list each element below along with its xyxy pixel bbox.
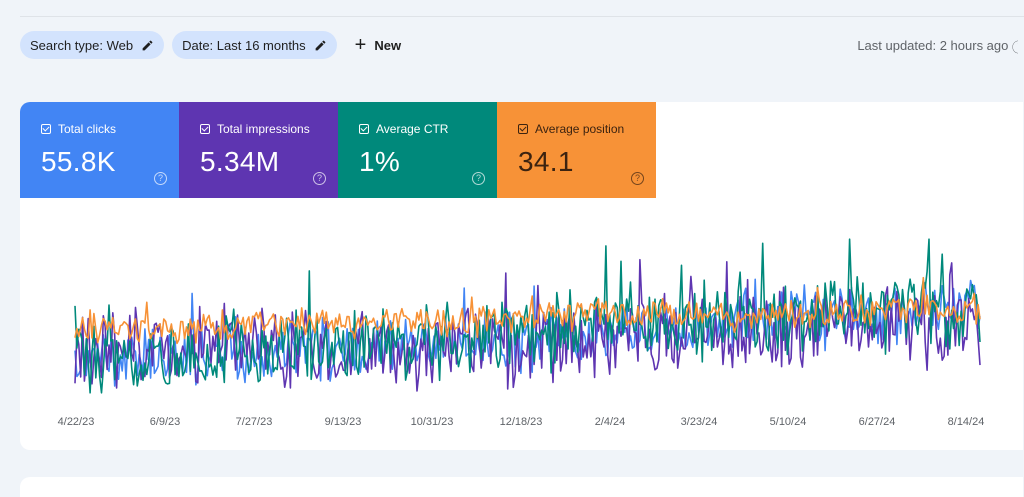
x-tick-label: 5/10/24 xyxy=(770,416,807,428)
x-tick-label: 2/4/24 xyxy=(595,416,626,428)
metric-label: Total clicks xyxy=(58,122,117,136)
top-divider xyxy=(20,16,1024,17)
help-icon[interactable]: ? xyxy=(472,172,485,185)
metric-value: 55.8K xyxy=(41,146,116,177)
date-range-chip[interactable]: Date: Last 16 months xyxy=(172,31,337,59)
x-tick-label: 3/23/24 xyxy=(681,416,718,428)
x-tick-label: 10/31/23 xyxy=(411,416,454,428)
checkbox-checked-icon[interactable] xyxy=(518,124,528,134)
x-tick-label: 9/13/23 xyxy=(325,416,362,428)
performance-card: Total clicks 55.8K ? Total impressions 5… xyxy=(20,102,1023,450)
x-tick-label: 7/27/23 xyxy=(236,416,273,428)
metric-label: Average position xyxy=(535,122,625,136)
search-type-chip[interactable]: Search type: Web xyxy=(20,31,165,59)
metric-average-ctr[interactable]: Average CTR 1% ? xyxy=(338,102,497,198)
x-tick-label: 4/22/23 xyxy=(58,416,95,428)
series-line-3 xyxy=(74,276,981,345)
search-type-label: Search type: Web xyxy=(30,37,134,53)
help-icon[interactable]: ? xyxy=(313,172,326,185)
metric-value: 5.34M xyxy=(200,146,280,177)
metric-total-clicks[interactable]: Total clicks 55.8K ? xyxy=(20,102,179,198)
x-tick-label: 6/27/24 xyxy=(859,416,896,428)
checkbox-checked-icon[interactable] xyxy=(200,124,210,134)
checkbox-checked-icon[interactable] xyxy=(41,124,51,134)
x-tick-label: 6/9/23 xyxy=(150,416,181,428)
performance-line-chart[interactable]: 4/22/23 6/9/23 7/27/23 9/13/23 10/31/23 12/18… xyxy=(20,198,1023,450)
new-filter-label: New xyxy=(374,37,402,53)
new-filter-button[interactable]: + New xyxy=(345,31,411,59)
help-icon[interactable]: ? xyxy=(154,172,167,185)
checkbox-checked-icon[interactable] xyxy=(359,124,369,134)
lower-card xyxy=(20,477,1023,497)
edit-pencil-icon xyxy=(142,40,153,50)
metric-average-position[interactable]: Average position 34.1 ? xyxy=(497,102,656,198)
metric-label: Average CTR xyxy=(376,122,449,136)
edit-pencil-icon xyxy=(315,40,326,50)
last-updated-text: Last updated: 2 hours ago ⓘ xyxy=(857,37,1018,56)
filter-toolbar: Search type: Web Date: Last 16 months + … xyxy=(20,30,411,60)
metric-total-impressions[interactable]: Total impressions 5.34M ? xyxy=(179,102,338,198)
metric-label: Total impressions xyxy=(217,122,310,136)
info-icon[interactable]: ⓘ xyxy=(1012,37,1018,56)
metric-value: 1% xyxy=(359,146,401,177)
metric-value: 34.1 xyxy=(518,146,574,177)
x-tick-label: 8/14/24 xyxy=(948,416,985,428)
date-range-label: Date: Last 16 months xyxy=(182,37,306,53)
x-tick-label: 12/18/23 xyxy=(500,416,543,428)
help-icon[interactable]: ? xyxy=(631,172,644,185)
plus-icon: + xyxy=(354,34,367,56)
